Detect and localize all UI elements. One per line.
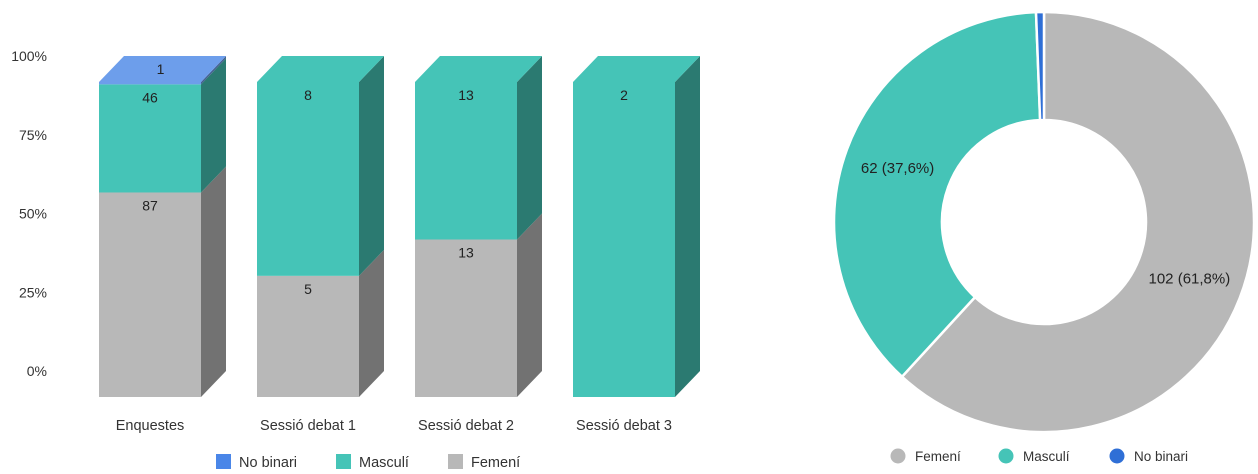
x-tick-label: Enquestes <box>116 418 185 434</box>
y-tick-label: 100% <box>11 48 47 64</box>
bar-segment-femeni <box>415 239 517 397</box>
stacked-bar-chart: 0% 25% 50% 75% 100% 87 46 1 Enquestes 5 8 Sessió de… <box>11 48 700 471</box>
donut-label-masculi: 62 (37,6%) <box>861 160 934 177</box>
data-label-masculi: 46 <box>142 89 158 105</box>
bar-legend: No binari Masculí Femení <box>216 454 520 471</box>
bar-top-masculi <box>415 56 542 82</box>
legend-item-masculi: Masculí <box>336 454 409 471</box>
legend-swatch <box>336 454 351 469</box>
legend-label: Masculí <box>359 455 409 471</box>
bar-segment-femeni <box>99 192 201 397</box>
legend-swatch <box>216 454 231 469</box>
data-label-masculi: 2 <box>620 87 628 103</box>
legend-item-no-binari: No binari <box>1109 448 1188 464</box>
legend-swatch <box>890 448 906 464</box>
bar-segment-masculi <box>415 82 517 240</box>
x-tick-label: Sessió debat 3 <box>576 418 672 434</box>
bar-side-femeni <box>359 249 384 397</box>
bar-sessio-debat-1: 5 8 Sessió debat 1 <box>257 56 384 434</box>
data-label-masculi: 13 <box>458 87 474 103</box>
bar-segment-femeni <box>257 275 359 397</box>
bar-segment-masculi <box>99 84 201 193</box>
legend-label: No binari <box>239 455 297 471</box>
y-tick-label: 0% <box>27 363 47 379</box>
data-label-masculi: 8 <box>304 87 312 103</box>
x-tick-label: Sessió debat 1 <box>260 418 356 434</box>
legend-item-masculi: Masculí <box>998 448 1070 464</box>
bar-segment-no-binari <box>99 82 201 85</box>
bar-side-masculi <box>359 56 384 276</box>
data-label-no-binari: 1 <box>157 61 165 77</box>
donut-labels: 102 (61,8%) 62 (37,6%) <box>861 160 1230 287</box>
bar-segment-masculi <box>257 82 359 276</box>
bar-side-masculi <box>675 56 700 397</box>
donut-slice-masculi <box>832 10 1042 379</box>
donut-slice-femeni <box>900 10 1256 434</box>
data-label-femeni: 87 <box>142 197 158 213</box>
bar-enquestes: 87 46 1 Enquestes <box>99 56 226 434</box>
bar-top-masculi <box>257 56 384 82</box>
donut-slices <box>832 10 1256 434</box>
data-label-femeni: 5 <box>304 281 312 297</box>
bar-sessio-debat-3: 2 Sessió debat 3 <box>573 56 700 434</box>
bar-side-femeni <box>517 213 542 397</box>
y-axis-ticks: 0% 25% 50% 75% 100% <box>11 48 47 379</box>
x-tick-label: Sessió debat 2 <box>418 418 514 434</box>
legend-swatch <box>1109 448 1125 464</box>
legend-label: Masculí <box>1023 449 1070 464</box>
legend-label: Femení <box>471 455 520 471</box>
bar-side-masculi <box>201 58 226 193</box>
bar-sessio-debat-2: 13 13 Sessió debat 2 <box>415 56 542 434</box>
data-label-femeni: 13 <box>458 245 474 261</box>
bar-top-no-binari <box>99 56 226 82</box>
legend-swatch <box>448 454 463 469</box>
bar-side-femeni <box>201 166 226 397</box>
donut-legend: Femení Masculí No binari <box>890 448 1188 464</box>
bar-side-masculi <box>517 56 542 240</box>
donut-slice-no-binari <box>1034 10 1046 122</box>
y-tick-label: 25% <box>19 284 47 300</box>
legend-label: No binari <box>1134 449 1188 464</box>
legend-swatch <box>998 448 1014 464</box>
bar-segment-masculi <box>573 82 675 397</box>
legend-item-femeni: Femení <box>890 448 961 464</box>
bar-side-no-binari <box>201 56 226 85</box>
bar-top-masculi <box>573 56 700 82</box>
y-tick-label: 50% <box>19 206 47 222</box>
legend-item-no-binari: No binari <box>216 454 297 471</box>
donut-label-femeni: 102 (61,8%) <box>1149 271 1231 288</box>
donut-chart: 102 (61,8%) 62 (37,6%) Femení Masculí No bin… <box>832 10 1256 464</box>
legend-label: Femení <box>915 449 961 464</box>
legend-item-femeni: Femení <box>448 454 520 471</box>
y-tick-label: 75% <box>19 127 47 143</box>
